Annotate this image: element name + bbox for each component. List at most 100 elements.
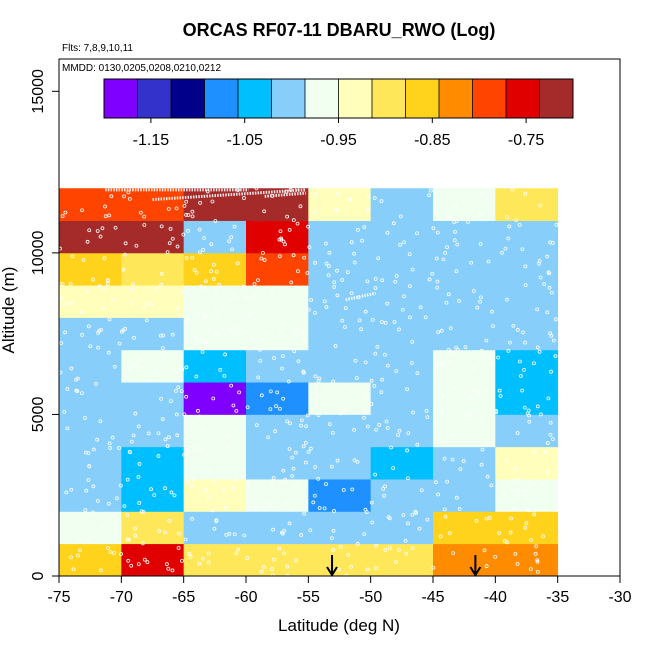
colorbar-segment [506, 79, 540, 118]
sample-point [170, 236, 175, 241]
sample-point [166, 566, 171, 571]
x-tick-label: -75 [47, 589, 70, 606]
colorbar: -1.15 -1.05 -0.95 -0.85 -0.75 [103, 78, 574, 149]
sample-point [281, 396, 286, 401]
sample-point [234, 551, 239, 556]
sample-point [60, 214, 65, 218]
heatmap-cell [370, 446, 434, 480]
sample-point [256, 278, 260, 283]
sample-point [159, 224, 164, 229]
sample-point [69, 555, 73, 560]
sample-point [546, 396, 551, 401]
sample-point [211, 396, 216, 401]
sample-point [491, 193, 496, 197]
sample-point [131, 282, 135, 287]
heatmap-cell [121, 414, 185, 448]
sample-point [206, 327, 211, 331]
sample-point [205, 189, 210, 194]
sample-point [159, 271, 164, 276]
heatmap-cell [433, 479, 496, 512]
sample-point [418, 305, 423, 310]
heatmap-cell [495, 252, 559, 286]
sample-point [222, 487, 226, 492]
sample-point [175, 433, 180, 438]
sample-point [436, 330, 441, 335]
sample-point [478, 299, 482, 304]
sample-point [508, 530, 513, 535]
sample-point [401, 294, 406, 299]
sample-point [165, 562, 169, 567]
sample-point [517, 359, 522, 364]
heatmap-cell [183, 543, 247, 577]
sample-point [290, 455, 295, 460]
heatmap-cell [59, 446, 122, 480]
sample-point [174, 388, 178, 393]
heatmap-cell [433, 188, 496, 221]
sample-point [60, 296, 65, 300]
sample-point [323, 403, 328, 407]
sample-point [245, 295, 250, 300]
colorbar-tick-label: -1.05 [226, 132, 263, 149]
sample-point [505, 297, 509, 302]
sample-point [324, 241, 328, 246]
sample-point [486, 259, 491, 264]
sample-point [163, 530, 168, 535]
heatmap-cell [59, 188, 122, 221]
sample-point [369, 378, 374, 383]
sample-point [302, 337, 306, 341]
sample-point [166, 207, 171, 211]
sample-point [289, 280, 294, 285]
sample-point [523, 283, 528, 288]
sample-point [88, 344, 93, 349]
sample-point [245, 556, 250, 560]
sample-point [522, 405, 527, 410]
sample-point [343, 325, 347, 329]
heatmap-cell [183, 317, 247, 351]
y-tick-label: 5000 [30, 397, 47, 433]
heatmap-cell [59, 543, 122, 577]
sample-point [280, 322, 285, 327]
sample-point [362, 415, 366, 420]
sample-point [167, 518, 172, 523]
sample-point [190, 209, 195, 214]
sample-point [440, 361, 445, 366]
sample-point [532, 450, 537, 454]
sample-point [406, 476, 410, 481]
sample-point [103, 204, 107, 209]
sample-point [133, 411, 138, 416]
heatmap-cell [433, 511, 496, 545]
sample-point [76, 553, 80, 558]
sample-point [362, 225, 367, 230]
sample-point [425, 517, 430, 522]
heatmap-cell [370, 479, 434, 512]
y-tick-label: 0 [30, 571, 47, 580]
sample-point [107, 441, 112, 446]
sample-point [226, 434, 231, 439]
sample-point [373, 351, 378, 356]
sample-point [230, 247, 235, 252]
sample-point [334, 208, 339, 212]
sample-point [145, 560, 150, 565]
sample-point [549, 369, 553, 374]
sample-point [293, 450, 298, 455]
sample-point [522, 488, 527, 493]
sample-point [290, 473, 295, 478]
sample-point [511, 323, 516, 328]
sample-point [374, 566, 379, 571]
sample-point [523, 494, 528, 499]
sample-point [521, 330, 525, 335]
sample-point [108, 550, 113, 555]
sample-point [184, 394, 189, 399]
sample-point [363, 360, 368, 365]
sample-point [253, 506, 258, 511]
sample-point [139, 509, 144, 514]
sample-point [214, 519, 219, 524]
sample-point [523, 191, 528, 196]
sample-point [442, 507, 447, 512]
sample-point [363, 410, 368, 414]
sample-point [268, 407, 273, 412]
sample-point [152, 493, 157, 497]
sample-point [391, 466, 395, 471]
heatmap-cell [246, 382, 309, 415]
sample-point [118, 483, 123, 488]
